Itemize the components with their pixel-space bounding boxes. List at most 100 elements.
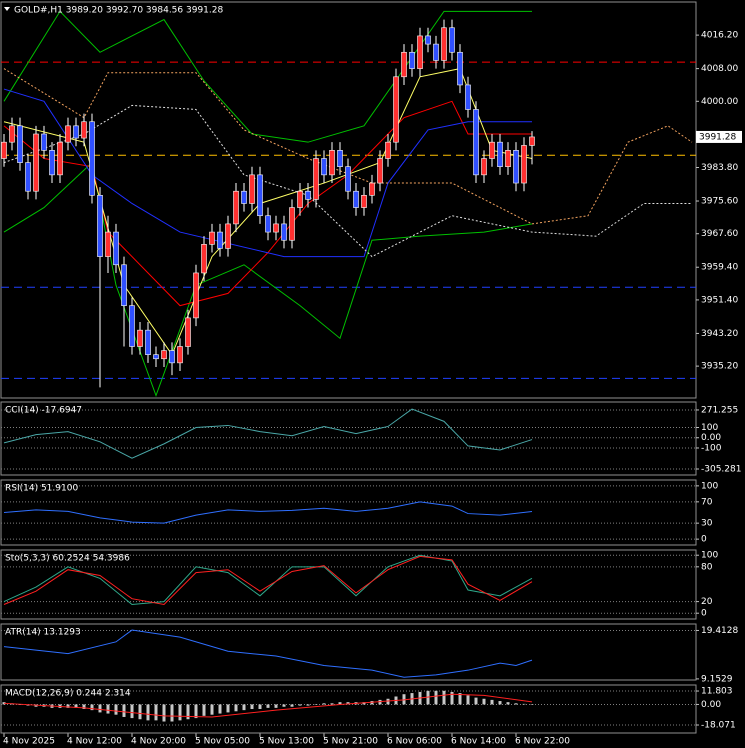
y-tick-label: -305.281 (701, 464, 741, 474)
candle-body (65, 125, 71, 143)
histogram-bar (154, 704, 158, 721)
candle-body (449, 27, 455, 53)
candle-body (465, 84, 471, 110)
y-tick-label: 0 (701, 609, 707, 619)
candle-body (241, 190, 247, 204)
y-tick-label: 0.00 (701, 433, 721, 443)
candle-body (17, 125, 23, 163)
y-tick-label: 20 (701, 597, 713, 607)
candle-body (521, 145, 527, 184)
histogram-bar (146, 704, 150, 721)
histogram-bar (402, 694, 406, 705)
y-tick-label: 4000.00 (701, 97, 738, 107)
histogram-bar (426, 690, 430, 705)
candle-body (353, 190, 359, 208)
candle-body (385, 141, 391, 159)
indicator-line (3, 408, 533, 459)
candle-body (209, 231, 215, 245)
histogram-bar (338, 702, 342, 705)
histogram-bar (346, 702, 350, 705)
candle-body (529, 136, 535, 146)
histogram-bar (514, 703, 518, 705)
candle-body (233, 190, 239, 225)
y-tick-label: 0.00 (701, 700, 721, 710)
x-tick-label: 5 Nov 13:00 (259, 737, 314, 747)
candle-body (481, 158, 487, 176)
y-tick-label: 70 (701, 497, 713, 507)
candle-body (313, 158, 319, 200)
histogram-bar (442, 690, 446, 705)
histogram-bar (290, 704, 294, 707)
histogram-bar (482, 698, 486, 705)
histogram-bar (202, 704, 206, 716)
candle-body (433, 43, 439, 61)
candle-body (129, 305, 135, 347)
menu-arrow (4, 7, 10, 11)
candle-body (401, 51, 407, 78)
candle-body (369, 182, 375, 196)
histogram-bar (90, 704, 94, 711)
x-tick-label: 5 Nov 21:00 (323, 737, 378, 747)
histogram-bar (530, 704, 534, 705)
candle-body (345, 166, 351, 192)
y-tick-label: 4016.20 (701, 31, 738, 41)
y-tick-label: 19.4128 (701, 626, 738, 636)
histogram-bar (130, 704, 134, 719)
histogram-bar (194, 704, 198, 719)
y-tick-label: 271.255 (701, 405, 738, 415)
y-tick-label: 3951.40 (701, 295, 738, 305)
histogram-bar (466, 695, 470, 705)
histogram-bar (362, 702, 366, 705)
histogram-bar (82, 704, 86, 709)
histogram-bar (242, 704, 246, 711)
candle-body (33, 133, 39, 192)
candle-body (113, 231, 119, 266)
candle-body (193, 272, 199, 319)
histogram-bar (122, 704, 126, 717)
candle-body (393, 76, 399, 143)
y-tick-label: 3935.20 (701, 362, 738, 372)
candle-body (297, 190, 303, 208)
histogram-bar (298, 704, 302, 706)
histogram-bar (450, 691, 454, 705)
panel-frame (0, 1, 697, 399)
candle-body (281, 223, 287, 241)
histogram-bar (138, 704, 142, 720)
histogram-bar (266, 704, 270, 708)
histogram-bar (178, 704, 182, 721)
candle-body (425, 35, 431, 45)
indicator-line (3, 501, 533, 524)
candle-body (497, 141, 503, 167)
panel-frame (0, 549, 697, 620)
panel-title: CCI(14) -17.6947 (5, 406, 82, 416)
candle-body (169, 350, 175, 364)
candle-body (137, 329, 143, 347)
indicator-line (3, 693, 533, 718)
panel-title: ATR(14) 13.1293 (5, 628, 81, 638)
candle-body (145, 329, 151, 355)
candle-body (265, 215, 271, 233)
candle-body (177, 346, 183, 364)
candle-body (513, 150, 519, 184)
histogram-bar (114, 704, 118, 715)
histogram-bar (306, 704, 310, 706)
candle-body (185, 317, 191, 347)
histogram-bar (218, 704, 222, 714)
y-tick-label: 100 (701, 551, 718, 561)
candle-body (377, 158, 383, 184)
histogram-bar (250, 704, 254, 709)
candle-body (305, 190, 311, 200)
candle-body (41, 133, 47, 151)
x-tick-label: 5 Nov 05:00 (195, 737, 250, 747)
y-tick-label: 0 (701, 535, 707, 545)
y-tick-label: 3943.20 (701, 329, 738, 339)
panel-frame (0, 401, 697, 476)
candle-body (361, 195, 367, 208)
histogram-bar (170, 704, 174, 722)
candle-body (457, 51, 463, 86)
candle-body (473, 109, 479, 176)
candle-body (417, 35, 423, 69)
candle-body (1, 141, 7, 159)
histogram-bar (282, 704, 286, 707)
candle-body (225, 223, 231, 249)
